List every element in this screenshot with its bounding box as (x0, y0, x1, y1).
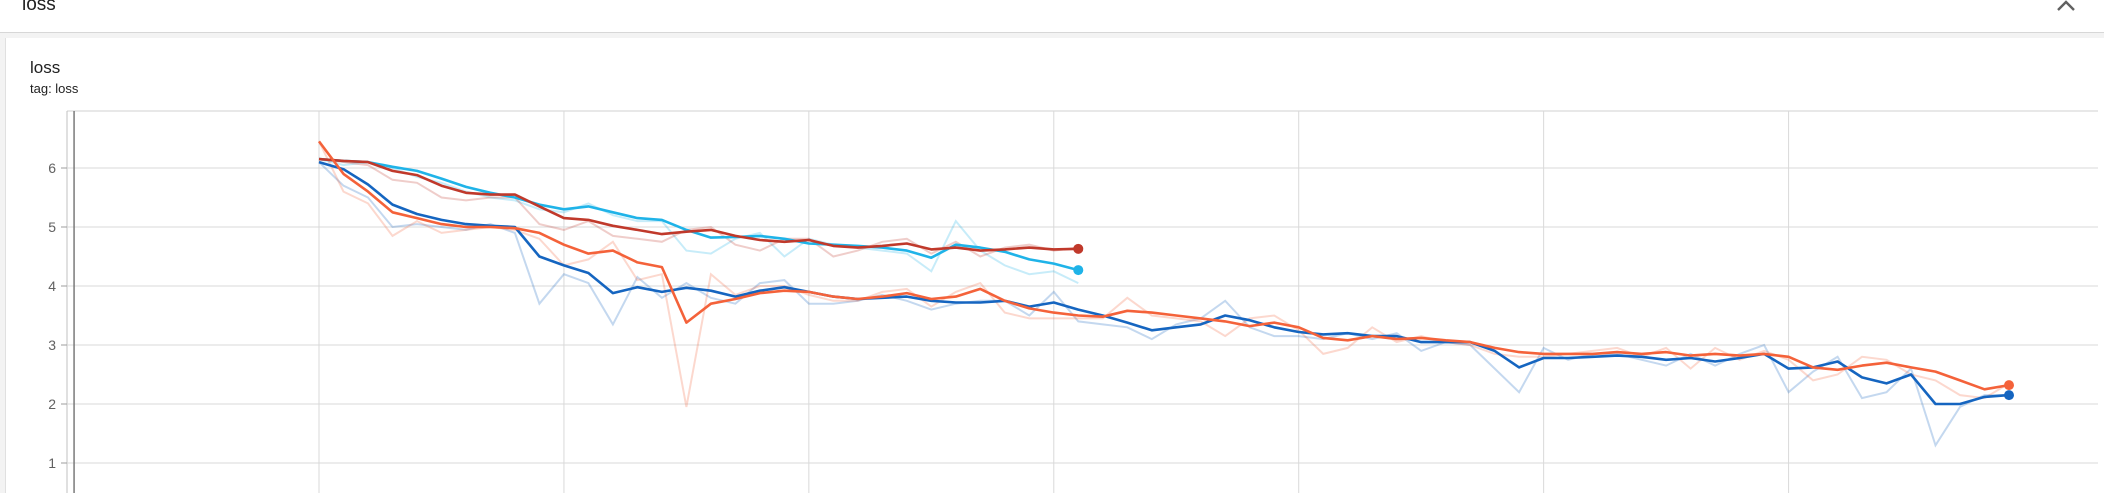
series-2-raw-line (318, 161, 2009, 448)
y-tick-label: 2 (48, 396, 56, 412)
series-1-end-point (1073, 243, 1084, 254)
chevron-up-icon[interactable] (2050, 0, 2082, 22)
y-tick-label: 1 (48, 455, 56, 471)
section-header: loss (0, 0, 2104, 33)
series-0-smoothed-line (318, 157, 1079, 272)
y-tick-label: 4 (48, 278, 56, 294)
series-3-raw-line (318, 140, 2010, 408)
series-1-smoothed-line (318, 157, 1079, 252)
series-2-smoothed-line (318, 160, 2010, 406)
series-3-smoothed-line (317, 140, 2010, 391)
series-2-end-point (2004, 390, 2014, 401)
series-1-raw-line (318, 158, 1079, 258)
chart-card: 1 2 3 4 5 6 loss tag: loss (5, 38, 2104, 493)
y-tick-label: 5 (48, 219, 56, 235)
series-0-raw-line (318, 158, 1079, 285)
section-title: loss (22, 0, 56, 15)
chart-title: loss (30, 58, 61, 77)
chart-tag: tag: loss (30, 81, 79, 96)
series-0-end-point (1073, 265, 1084, 276)
y-tick-label: 6 (48, 160, 56, 176)
y-tick-label: 3 (48, 337, 56, 353)
series-3-end-point (2004, 380, 2014, 391)
loss-chart[interactable]: 1 2 3 4 5 6 (6, 38, 2104, 493)
